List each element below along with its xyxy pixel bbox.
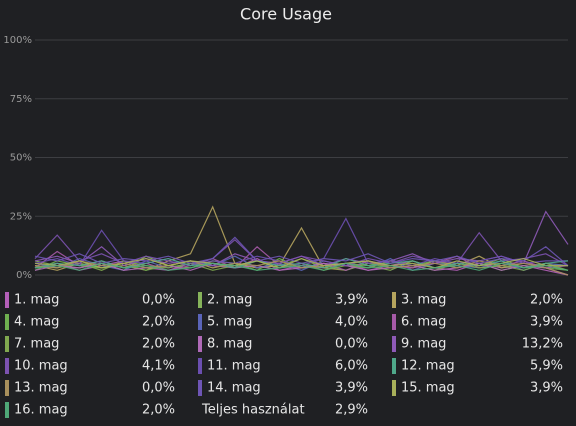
legend-value: 4,1% (142, 359, 175, 374)
y-tick-label: 75% (10, 94, 32, 105)
total-name: Teljes használat (201, 403, 305, 418)
legend-value: 3,9% (530, 381, 563, 396)
legend-value: 0,0% (142, 293, 175, 308)
legend-value: 3,9% (335, 293, 368, 308)
core-line (34, 257, 568, 269)
legend-swatch (5, 380, 9, 396)
total-value: 2,9% (335, 403, 368, 418)
legend-value: 3,9% (335, 381, 368, 396)
legend-value: 5,9% (530, 359, 563, 374)
legend-swatch (392, 380, 396, 396)
legend-swatch (392, 292, 396, 308)
legend-swatch (5, 314, 9, 330)
core-line (34, 262, 569, 271)
legend-swatch (392, 358, 396, 374)
legend-value: 13,2% (522, 337, 563, 352)
legend-swatch (5, 292, 9, 308)
legend-value: 0,0% (335, 337, 368, 352)
legend-name: 2. mag (207, 293, 252, 308)
legend-value: 2,0% (142, 337, 175, 352)
legend-swatch (198, 336, 202, 352)
legend-name: 8. mag (207, 337, 252, 352)
legend-name: 11. mag (207, 359, 261, 374)
legend-name: 3. mag (401, 293, 446, 308)
legend-name: 16. mag (14, 403, 68, 418)
y-tick-label: 100% (3, 35, 32, 46)
core-line (34, 236, 569, 267)
legend-value: 2,0% (530, 293, 563, 308)
y-tick-label: 50% (10, 153, 32, 164)
legend-value: 6,0% (335, 359, 368, 374)
legend-name: 10. mag (14, 359, 68, 374)
legend-name: 9. mag (401, 337, 446, 352)
legend-swatch (198, 358, 202, 374)
legend-name: 14. mag (207, 381, 261, 396)
legend-swatch (198, 380, 202, 396)
legend-swatch (198, 292, 202, 308)
legend-name: 4. mag (14, 315, 59, 330)
legend-swatch (392, 314, 396, 330)
legend-value: 2,0% (142, 403, 175, 418)
legend-swatch (5, 402, 9, 418)
legend-value: 4,0% (335, 315, 368, 330)
legend-swatch (5, 336, 9, 352)
y-tick-label: 0% (16, 270, 32, 281)
legend-value: 2,0% (142, 315, 175, 330)
legend-name: 12. mag (401, 359, 455, 374)
legend-swatch (392, 336, 396, 352)
legend-swatch (198, 314, 202, 330)
legend-swatch (5, 358, 9, 374)
legend-name: 15. mag (401, 381, 455, 396)
legend-name: 7. mag (14, 337, 59, 352)
legend-value: 0,0% (142, 381, 175, 396)
legend-name: 1. mag (14, 293, 59, 308)
y-tick-label: 25% (10, 211, 32, 222)
legend-name: 13. mag (14, 381, 68, 396)
legend-name: 6. mag (401, 315, 446, 330)
legend-name: 5. mag (207, 315, 252, 330)
legend-value: 3,9% (530, 315, 563, 330)
chart-title: Core Usage (240, 5, 332, 24)
